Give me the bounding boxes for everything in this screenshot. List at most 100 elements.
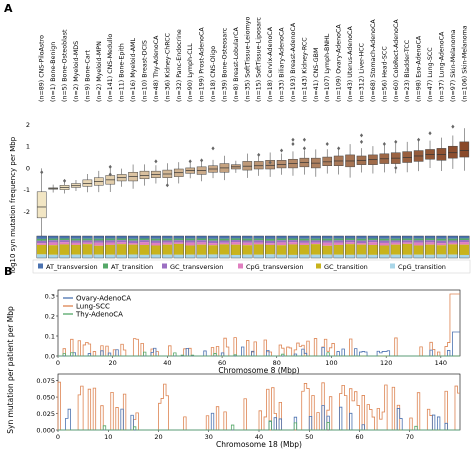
- panel-label-b: B: [4, 265, 12, 278]
- composition-segment: [48, 238, 59, 241]
- composition-outline: [185, 235, 196, 259]
- composition-segment: [390, 242, 401, 245]
- x-axis-label: Chromosome 8 (Mbp): [218, 366, 299, 375]
- composition-segment: [230, 238, 241, 241]
- composition-segment: [288, 238, 298, 241]
- composition-segment: [151, 240, 161, 243]
- composition-segment: [253, 244, 264, 255]
- composition-outline: [379, 235, 390, 259]
- composition-segment: [71, 242, 81, 245]
- composition-segment: [288, 240, 298, 243]
- composition-segment: [230, 254, 241, 258]
- composition-segment: [196, 236, 207, 239]
- composition-segment: [402, 242, 413, 244]
- composition-segment: [128, 243, 138, 245]
- outlier-point: [394, 165, 398, 170]
- composition-outline: [116, 235, 127, 259]
- composition-segment: [436, 238, 447, 241]
- composition-segment: [333, 240, 344, 243]
- composition-segment: [310, 244, 321, 255]
- composition-outline: [48, 235, 59, 259]
- composition-segment: [116, 254, 127, 258]
- composition-segment: [447, 244, 458, 255]
- composition-outline: [59, 235, 70, 259]
- composition-outline: [413, 235, 424, 259]
- composition-segment: [310, 238, 321, 241]
- composition-segment: [219, 238, 230, 241]
- composition-segment: [299, 236, 310, 239]
- ytick-label: 0.0: [45, 353, 55, 361]
- ytick-label: 0.025: [36, 410, 55, 418]
- xtick-label: 60: [218, 359, 226, 367]
- composition-segment: [219, 244, 230, 255]
- composition-outline: [162, 235, 173, 259]
- composition-segment: [128, 236, 138, 239]
- category-label: (n=9) Bone-Cart: [84, 50, 91, 102]
- legend-label: Ovary-AdenoCA: [76, 295, 131, 303]
- xtick-label: 70: [406, 433, 414, 441]
- composition-segment: [356, 254, 367, 258]
- composition-outline: [424, 235, 436, 259]
- composition-segment: [105, 244, 116, 255]
- composition-segment: [276, 242, 287, 246]
- box: [139, 170, 150, 180]
- composition-segment: [151, 242, 161, 246]
- composition-segment: [402, 238, 413, 241]
- panel-b-ylabel: Syn mutation per patient per Mbp: [6, 306, 15, 434]
- xtick-label: 50: [305, 433, 313, 441]
- category-label: (n=35) SoftTissue-Leiomyo: [244, 17, 251, 102]
- category-label: (n=43) Uterus-AdenoCA: [347, 26, 354, 102]
- composition-segment: [413, 245, 424, 255]
- composition-segment: [459, 240, 470, 243]
- outlier-point: [302, 137, 306, 142]
- composition-segment: [242, 242, 253, 246]
- box: [322, 156, 333, 166]
- composition-segment: [59, 242, 70, 245]
- composition-segment: [299, 242, 310, 245]
- composition-outline: [310, 235, 321, 259]
- xtick-label: 0: [56, 359, 60, 367]
- composition-segment: [48, 254, 59, 258]
- composition-outline: [265, 235, 276, 259]
- outlier-point: [417, 137, 421, 142]
- composition-segment: [265, 238, 276, 241]
- composition-segment: [93, 242, 104, 246]
- composition-segment: [368, 236, 378, 239]
- composition-segment: [185, 245, 196, 255]
- xtick-label: 120: [380, 359, 392, 367]
- composition-outline: [207, 235, 219, 259]
- box: [265, 160, 275, 170]
- outlier-point: [211, 146, 215, 151]
- composition-segment: [59, 244, 70, 255]
- composition-segment: [116, 244, 127, 255]
- composition-segment: [242, 245, 253, 255]
- category-labels: (n=89) CNS-PiloAstro (n=1) Bone-Benign (n=…: [39, 17, 469, 102]
- xtick-label: 20: [154, 433, 162, 441]
- composition-segment: [219, 240, 230, 243]
- composition-segment: [139, 238, 150, 241]
- composition-segment: [345, 238, 355, 241]
- ytick-label: 0.000: [36, 427, 55, 435]
- composition-segment: [333, 236, 344, 239]
- composition-outline: [333, 235, 344, 259]
- composition-segment: [71, 240, 81, 243]
- composition-segment: [208, 245, 218, 255]
- composition-segment: [230, 236, 241, 239]
- composition-segment: [139, 244, 150, 255]
- series-line: [58, 293, 460, 357]
- composition-segment: [59, 236, 70, 239]
- box: [276, 160, 287, 169]
- composition-outline: [127, 235, 139, 259]
- category-label: (n=47) Lung-SCC: [427, 47, 434, 102]
- composition-segment: [173, 240, 184, 243]
- composition-segment: [379, 236, 390, 239]
- composition-segment: [196, 254, 207, 258]
- category-label: (n=5) Bone-Osteoblast: [62, 29, 69, 102]
- legend-label: CpG_transition: [398, 263, 446, 271]
- composition-segment: [139, 242, 150, 245]
- composition-segment: [322, 254, 333, 258]
- composition-outline: [173, 235, 184, 259]
- composition-segment: [208, 238, 218, 241]
- ytick-label: 0.2: [45, 313, 55, 321]
